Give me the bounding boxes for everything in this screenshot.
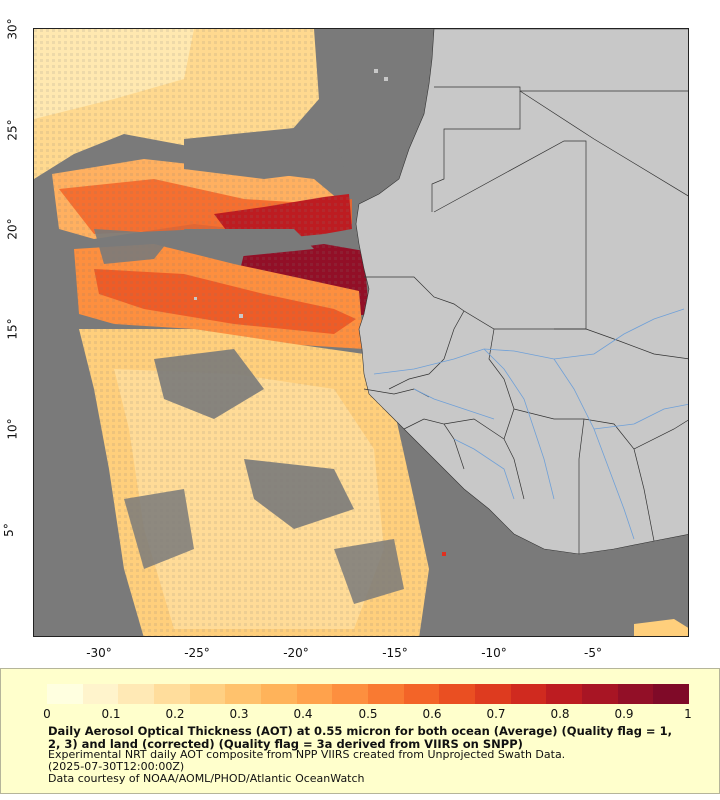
island-5 <box>442 552 446 556</box>
colorbar-segment <box>332 684 369 704</box>
aot-region-se-patch <box>634 619 688 636</box>
colorbar-segment <box>439 684 476 704</box>
x-tick-label: -10° <box>481 646 507 660</box>
cloud-gap-3 <box>94 229 174 264</box>
colorbar-segment <box>189 684 226 704</box>
colorbar-segment <box>296 684 333 704</box>
x-tick-label: -25° <box>184 646 210 660</box>
y-tick-label: 20° <box>5 218 20 240</box>
colorbar-segment <box>225 684 262 704</box>
legend-description: Experimental NRT daily AOT composite fro… <box>48 748 566 761</box>
colorbar-tick-label: 0.1 <box>101 707 121 721</box>
colorbar-segment <box>261 684 297 704</box>
x-tick-label: -30° <box>86 646 112 660</box>
cloud-gap-6 <box>124 489 194 569</box>
colorbar-segment <box>118 684 155 704</box>
aot-map <box>34 29 688 636</box>
y-tick-label: 10° <box>5 418 20 440</box>
colorbar-segment <box>617 684 654 704</box>
x-tick-label: -15° <box>382 646 408 660</box>
colorbar-tick-label: 0 <box>43 707 51 721</box>
colorbar-tick-label: 0.8 <box>550 707 570 721</box>
cloud-gap-5 <box>244 459 354 529</box>
island-1 <box>374 69 378 73</box>
y-tick-label: 25° <box>5 119 20 141</box>
colorbar-segment <box>82 684 119 704</box>
island-4 <box>239 314 243 318</box>
colorbar-tick-label: 0.5 <box>358 707 378 721</box>
country-borders <box>363 86 688 554</box>
colorbar-segment <box>47 684 83 704</box>
colorbar-segment <box>368 684 404 704</box>
legend-credit: Data courtesy of NOAA/AOML/PHOD/Atlantic… <box>48 772 365 785</box>
colorbar-tick-label: 0.4 <box>293 707 313 721</box>
colorbar-segment <box>154 684 190 704</box>
colorbar-tick-label: 0.7 <box>486 707 506 721</box>
colorbar-tick-label: 0.3 <box>229 707 249 721</box>
y-tick-label: 15° <box>5 318 20 340</box>
island-2 <box>384 77 388 81</box>
x-tick-label: -5° <box>584 646 602 660</box>
colorbar-segment <box>475 684 511 704</box>
colorbar-tick-label: 0.9 <box>614 707 634 721</box>
colorbar-tick-label: 0.2 <box>165 707 185 721</box>
colorbar-segment <box>510 684 547 704</box>
cloud-gap-7 <box>334 539 404 604</box>
colorbar-segment <box>653 684 690 704</box>
colorbar-segment <box>403 684 440 704</box>
colorbar-segment <box>546 684 583 704</box>
colorbar-tick-label: 1 <box>684 707 692 721</box>
colorbar-tick-label: 0.6 <box>422 707 442 721</box>
y-tick-label: 30° <box>5 18 20 40</box>
legend-timestamp: (2025-07-30T12:00:00Z) <box>48 760 185 773</box>
colorbar-segment <box>582 684 618 704</box>
cloud-gap-2 <box>184 229 314 257</box>
x-tick-label: -20° <box>283 646 309 660</box>
rivers <box>373 308 688 540</box>
y-tick-label: 5° <box>1 523 16 537</box>
colorbar <box>47 684 690 704</box>
legend-title: Daily Aerosol Optical Thickness (AOT) at… <box>48 724 672 751</box>
map-panel[interactable] <box>33 28 689 637</box>
cloud-gap-1 <box>184 124 344 179</box>
cloud-gap-4 <box>154 349 264 419</box>
island-3 <box>194 297 197 300</box>
